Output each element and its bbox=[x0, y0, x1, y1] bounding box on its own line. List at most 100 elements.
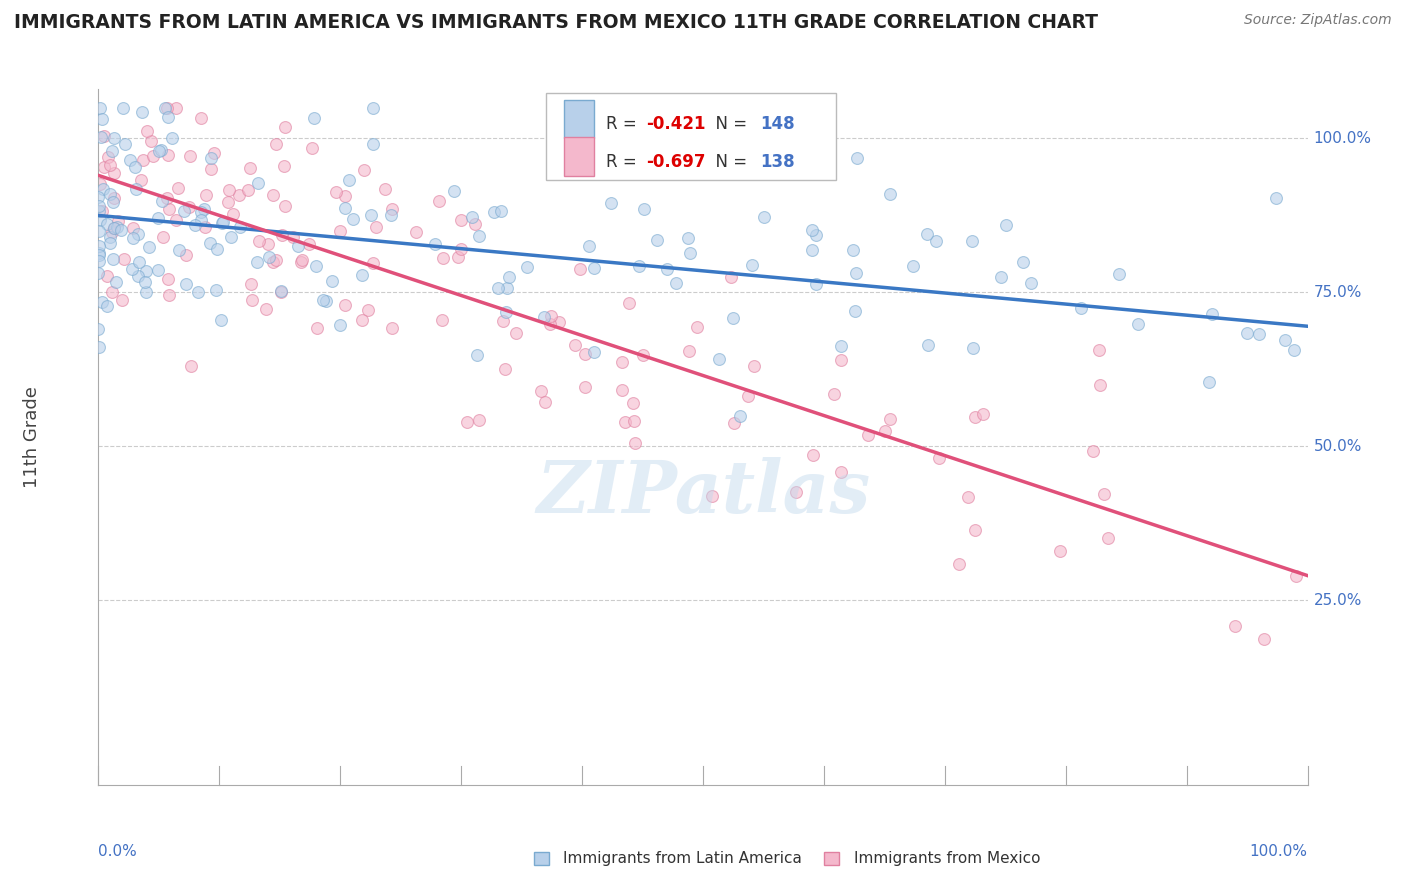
Point bbox=[98, 158, 121, 172]
Point bbox=[845, 265, 868, 279]
Text: 148: 148 bbox=[759, 115, 794, 133]
Point bbox=[110, 293, 132, 308]
Text: 25.0%: 25.0% bbox=[1313, 593, 1362, 607]
Text: 11th Grade: 11th Grade bbox=[22, 386, 41, 488]
Point bbox=[132, 153, 155, 167]
Point bbox=[290, 254, 312, 268]
Point bbox=[246, 255, 269, 269]
Point bbox=[187, 285, 209, 300]
Point bbox=[350, 268, 373, 282]
Point bbox=[114, 137, 136, 152]
Point bbox=[194, 219, 217, 234]
Point bbox=[737, 388, 759, 402]
Point bbox=[211, 215, 233, 229]
Point bbox=[87, 248, 110, 262]
Text: N =: N = bbox=[706, 115, 752, 133]
Point bbox=[533, 310, 555, 324]
Point bbox=[803, 448, 825, 462]
Point bbox=[87, 204, 110, 219]
Point bbox=[494, 362, 516, 376]
Point bbox=[582, 345, 605, 359]
Point bbox=[148, 144, 170, 158]
Point bbox=[1225, 618, 1247, 632]
Point bbox=[287, 239, 309, 253]
Point bbox=[364, 219, 387, 234]
Point bbox=[456, 415, 478, 429]
Text: 100.0%: 100.0% bbox=[1250, 844, 1308, 859]
Point bbox=[167, 243, 190, 257]
Point bbox=[1236, 326, 1258, 340]
Point bbox=[806, 277, 828, 292]
Point bbox=[678, 344, 700, 359]
Point bbox=[962, 342, 984, 356]
Point bbox=[90, 112, 112, 126]
Point bbox=[291, 252, 314, 267]
Point bbox=[98, 229, 121, 244]
Point bbox=[482, 205, 505, 219]
Point bbox=[107, 220, 129, 235]
Point bbox=[948, 557, 970, 571]
Text: -0.421: -0.421 bbox=[647, 115, 706, 133]
Point bbox=[91, 203, 114, 218]
Point bbox=[98, 235, 121, 250]
Point bbox=[93, 160, 115, 174]
Text: -0.697: -0.697 bbox=[647, 153, 706, 170]
Point bbox=[858, 427, 880, 442]
Point bbox=[610, 384, 633, 398]
Point bbox=[107, 214, 129, 228]
Point bbox=[315, 293, 337, 308]
Point bbox=[305, 321, 328, 335]
Point bbox=[917, 227, 939, 242]
Point bbox=[200, 151, 222, 165]
Point bbox=[841, 244, 863, 258]
Point bbox=[124, 182, 146, 196]
Point bbox=[152, 230, 174, 244]
Point bbox=[333, 201, 356, 215]
Point bbox=[489, 203, 512, 218]
Point bbox=[150, 194, 173, 208]
Point bbox=[540, 310, 562, 324]
Point bbox=[281, 229, 304, 244]
Point bbox=[655, 262, 678, 277]
Point bbox=[160, 130, 183, 145]
Point bbox=[361, 136, 384, 151]
Point bbox=[129, 173, 152, 187]
Point bbox=[721, 311, 744, 326]
FancyBboxPatch shape bbox=[546, 93, 837, 179]
Point bbox=[627, 259, 650, 273]
Point bbox=[1070, 301, 1092, 315]
Point bbox=[486, 281, 509, 295]
Point bbox=[200, 235, 222, 250]
Point bbox=[491, 314, 513, 328]
Point bbox=[89, 213, 111, 227]
Text: R =: R = bbox=[606, 115, 643, 133]
Point bbox=[582, 261, 605, 276]
Point bbox=[1201, 307, 1223, 321]
Point bbox=[965, 410, 987, 425]
Point bbox=[329, 318, 352, 333]
Point bbox=[90, 295, 112, 310]
Point bbox=[211, 216, 233, 230]
Point bbox=[450, 242, 472, 256]
Point bbox=[257, 236, 280, 251]
Point bbox=[568, 262, 591, 277]
Point bbox=[357, 303, 380, 318]
Point bbox=[238, 183, 260, 197]
Point bbox=[873, 424, 896, 438]
Point bbox=[443, 184, 465, 198]
Point bbox=[645, 233, 668, 247]
Point bbox=[138, 240, 160, 254]
Point bbox=[823, 387, 845, 401]
Point bbox=[844, 304, 866, 318]
Point bbox=[200, 162, 222, 177]
Point bbox=[676, 231, 699, 245]
Point bbox=[298, 237, 321, 252]
Point bbox=[124, 160, 146, 174]
Point bbox=[103, 131, 125, 145]
Point bbox=[578, 239, 600, 253]
Point bbox=[165, 101, 187, 115]
Point bbox=[547, 314, 569, 328]
Point bbox=[239, 161, 262, 175]
Point bbox=[174, 248, 197, 262]
Point bbox=[190, 204, 212, 219]
